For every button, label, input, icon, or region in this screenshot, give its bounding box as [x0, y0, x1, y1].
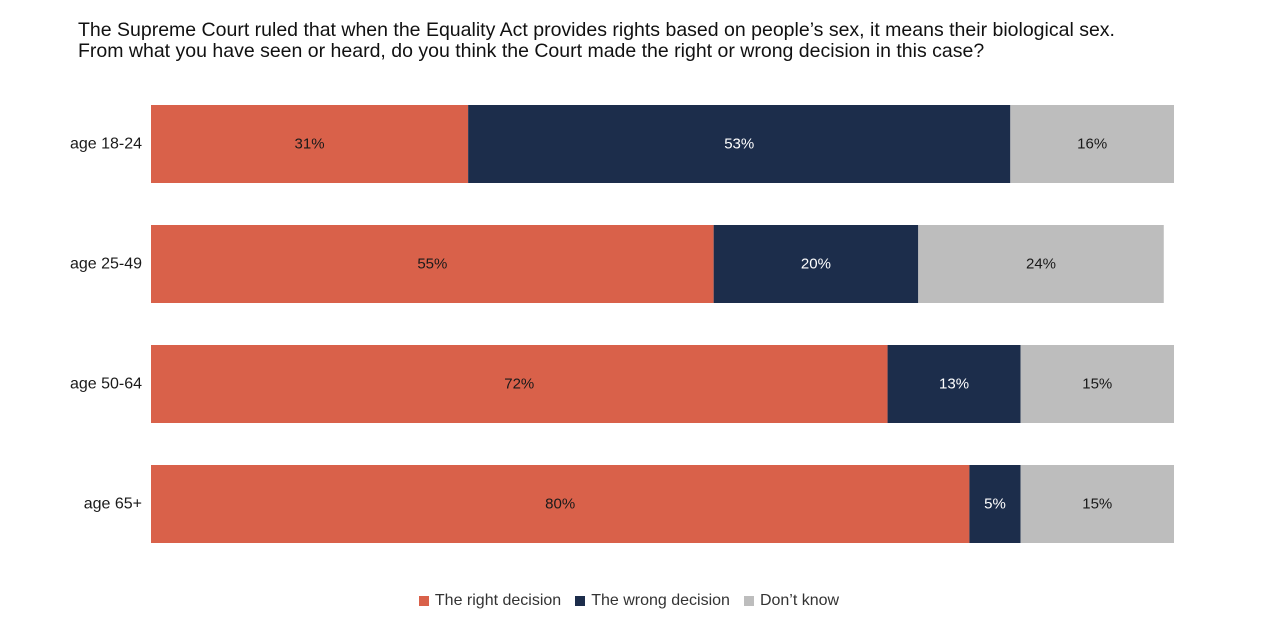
data-label-age-18-24-the-right-decision: 31% — [295, 136, 325, 153]
data-label-age-50-64-the-wrong-decision: 13% — [939, 376, 969, 393]
bar-age-18-24-the-wrong-decision — [468, 105, 1011, 183]
data-label-age-65-the-wrong-decision: 5% — [984, 496, 1006, 513]
bar-age-65-don-t-know — [1020, 465, 1174, 543]
legend-label-right-decision: The right decision — [434, 592, 562, 609]
chart-title-line-1: The Supreme Court ruled that when the Eq… — [78, 19, 1115, 41]
data-label-age-25-49-the-wrong-decision: 20% — [801, 256, 831, 273]
bar-age-65-the-right-decision — [151, 465, 970, 543]
category-label-age-50-64: age 50-64 — [70, 376, 142, 393]
legend-swatch-wrong-decision — [575, 596, 586, 606]
data-label-age-18-24-don-t-know: 16% — [1077, 136, 1107, 153]
bar-age-25-49-the-right-decision — [151, 225, 714, 303]
chart-title: The Supreme Court ruled that when the Eq… — [78, 20, 1258, 62]
data-label-age-18-24-the-wrong-decision: 53% — [724, 136, 754, 153]
data-label-age-50-64-the-right-decision: 72% — [504, 376, 534, 393]
legend-label-dont-know: Don’t know — [759, 592, 840, 609]
bar-age-25-49-the-wrong-decision — [713, 225, 919, 303]
bar-age-50-64-don-t-know — [1020, 345, 1174, 423]
legend-item-wrong-decision: The wrong decision — [575, 592, 730, 610]
category-label-age-18-24: age 18-24 — [70, 136, 142, 153]
bar-age-18-24-the-right-decision — [151, 105, 469, 183]
legend-swatch-right-decision — [418, 596, 429, 606]
data-label-age-25-49-don-t-know: 24% — [1026, 256, 1056, 273]
legend-item-right-decision: The right decision — [418, 592, 562, 610]
data-label-age-65-don-t-know: 15% — [1082, 496, 1112, 513]
category-label-age-65: age 65+ — [84, 496, 142, 513]
category-label-age-25-49: age 25-49 — [70, 256, 142, 273]
chart-legend: The right decision The wrong decision Do… — [0, 592, 1258, 610]
legend-swatch-dont-know — [743, 596, 754, 606]
bar-age-18-24-don-t-know — [1010, 105, 1174, 183]
stacked-bar-chart: age 18-24 31% 53% 16% age 25-49 55% 20% 24% age … — [70, 105, 1174, 543]
legend-label-wrong-decision: The wrong decision — [591, 592, 730, 609]
legend-item-dont-know: Don’t know — [743, 592, 840, 610]
bar-age-50-64-the-wrong-decision — [887, 345, 1021, 423]
data-label-age-65-the-right-decision: 80% — [545, 496, 575, 513]
data-label-age-25-49-the-right-decision: 55% — [417, 256, 447, 273]
bar-age-50-64-the-right-decision — [151, 345, 888, 423]
chart-title-line-2: From what you have seen or heard, do you… — [78, 40, 985, 62]
bar-age-25-49-don-t-know — [918, 225, 1164, 303]
data-label-age-50-64-don-t-know: 15% — [1082, 376, 1112, 393]
bar-age-65-the-wrong-decision — [969, 465, 1021, 543]
